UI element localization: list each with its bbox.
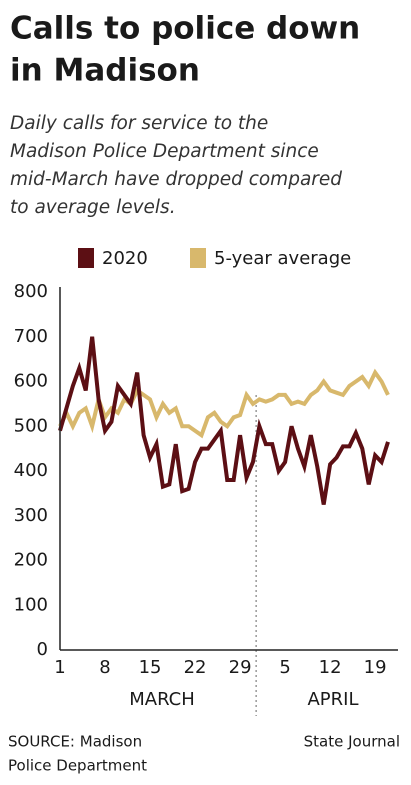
y-tick-label: 200 (14, 550, 48, 571)
chart-subtitle: mid-March have dropped compared (10, 169, 342, 190)
legend-swatch (190, 248, 206, 268)
x-tick-label: 29 (229, 657, 252, 678)
y-tick-label: 500 (14, 415, 48, 436)
x-tick-label: 1 (54, 657, 65, 678)
source: Police Department (8, 757, 147, 775)
y-tick-label: 400 (14, 460, 48, 481)
chart-subtitle: Madison Police Department since (10, 141, 319, 162)
month-label: MARCH (129, 689, 195, 710)
y-tick-label: 0 (37, 639, 48, 660)
month-label: APRIL (307, 689, 358, 710)
y-tick-label: 300 (14, 505, 48, 526)
chart-subtitle: Daily calls for service to the (10, 113, 268, 134)
legend-swatch (78, 248, 94, 268)
credit: State Journal (304, 733, 400, 751)
y-tick-label: 700 (14, 326, 48, 347)
chart-subtitle: to average levels. (10, 197, 176, 218)
source: SOURCE: Madison (8, 733, 142, 751)
x-tick-label: 19 (364, 657, 387, 678)
x-tick-label: 22 (184, 657, 207, 678)
x-tick-label: 5 (279, 657, 290, 678)
y-tick-label: 600 (14, 371, 48, 392)
legend-label: 2020 (102, 248, 148, 269)
series-line (58, 336, 390, 505)
x-tick-label: 12 (319, 657, 342, 678)
chart-title: in Madison (10, 53, 200, 89)
chart-title: Calls to police down (10, 11, 360, 47)
x-tick-label: 15 (139, 657, 162, 678)
y-tick-label: 800 (14, 281, 48, 302)
x-tick-label: 8 (99, 657, 110, 678)
legend-label: 5-year average (214, 248, 351, 269)
y-tick-label: 100 (14, 594, 48, 615)
